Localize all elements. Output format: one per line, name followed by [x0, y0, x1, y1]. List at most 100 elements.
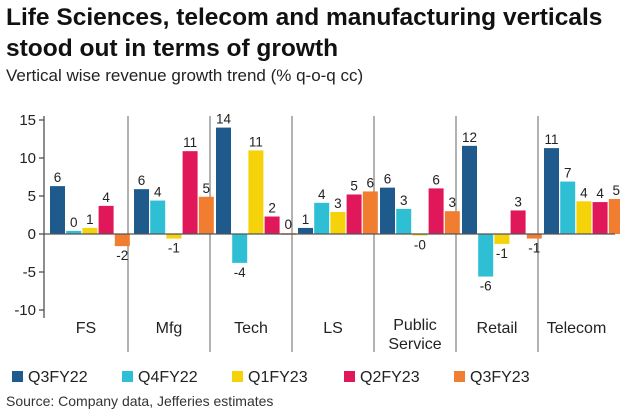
bar-q3fy23-fs — [114, 234, 130, 247]
legend-swatch-q1fy23 — [232, 371, 243, 382]
bar-q1fy23-ls — [330, 211, 346, 234]
bar-q4fy22-public-service — [396, 208, 412, 234]
data-label: -4 — [234, 265, 246, 280]
bar-q1fy23-telecom — [576, 201, 592, 234]
data-label: 6 — [384, 172, 392, 187]
data-label: -1 — [496, 246, 508, 261]
data-label: 0 — [70, 215, 78, 230]
bar-q4fy22-ls — [314, 202, 330, 234]
y-tick-label: -10 — [14, 302, 36, 319]
data-label: 4 — [318, 187, 326, 202]
bar-q1fy23-fs — [82, 227, 98, 234]
bar-q2fy23-retail — [510, 210, 526, 234]
data-label: 11 — [249, 134, 263, 149]
bar-q4fy22-mfg — [150, 200, 166, 234]
data-label: 1 — [302, 212, 310, 227]
data-label: 7 — [564, 166, 572, 181]
data-label: 6 — [432, 172, 440, 187]
legend-label: Q2FY23 — [360, 369, 420, 386]
data-label: 0 — [285, 217, 293, 232]
data-label: 12 — [462, 130, 477, 145]
y-tick-label: -5 — [23, 264, 36, 281]
bar-q3fy23-mfg — [198, 196, 214, 234]
chart-title: Life Sciences, telecom and manufacturing… — [6, 4, 603, 62]
bar-q2fy23-mfg — [182, 151, 198, 234]
bar-q3fy23-public-service — [444, 211, 460, 234]
data-label: 4 — [596, 186, 604, 201]
bar-q1fy23-public-service — [412, 234, 428, 236]
legend-swatch-q2fy23 — [344, 371, 355, 382]
category-label: Mfg — [156, 320, 183, 337]
bar-q1fy23-mfg — [166, 234, 182, 239]
source-note: Source: Company data, Jefferies estimate… — [6, 393, 274, 409]
data-label: -0 — [414, 238, 426, 253]
bar-q4fy22-telecom — [560, 181, 576, 234]
category-label: Retail — [477, 320, 518, 337]
legend: Q3FY22 Q4FY22 Q1FY23 Q2FY23 Q3FY23 — [12, 369, 530, 386]
legend-swatch-q4fy22 — [122, 371, 133, 382]
category-label: FS — [76, 320, 96, 337]
bar-q3fy23-retail — [526, 234, 542, 239]
y-tick-label: 0 — [28, 226, 36, 243]
bar-series-group — [50, 127, 620, 277]
data-label: 4 — [580, 185, 588, 200]
bar-q1fy23-retail — [494, 234, 510, 244]
bar-q4fy22-fs — [66, 230, 82, 234]
legend-label: Q3FY22 — [28, 369, 88, 386]
category-label: LS — [323, 320, 343, 337]
bar-q4fy22-tech — [232, 234, 248, 263]
category-labels: FS Mfg Tech LS Public Service Retail Telecom — [76, 317, 607, 353]
bar-q3fy23-ls — [362, 191, 378, 234]
bar-q4fy22-retail — [478, 234, 494, 277]
chart-subtitle: Vertical wise revenue growth trend (% q-… — [6, 66, 364, 85]
category-label: Public — [393, 317, 437, 334]
bar-q3fy22-tech — [216, 127, 231, 234]
data-label: 5 — [350, 178, 358, 193]
legend-label: Q4FY22 — [138, 369, 198, 386]
bar-q3fy22-ls — [298, 227, 313, 234]
data-label: 14 — [216, 112, 232, 127]
category-label: Telecom — [547, 320, 607, 337]
data-label: 3 — [400, 193, 408, 208]
data-label: -1 — [528, 241, 540, 256]
data-label: 5 — [203, 181, 211, 196]
data-label: 4 — [102, 190, 110, 205]
data-label: 6 — [367, 175, 375, 190]
data-label: 2 — [268, 201, 276, 216]
category-label: Tech — [234, 320, 268, 337]
bar-q3fy22-telecom — [544, 148, 559, 234]
y-tick-label: 10 — [19, 150, 36, 167]
data-label: -1 — [168, 241, 180, 256]
bar-q1fy23-tech — [248, 150, 264, 234]
legend-swatch-q3fy23 — [454, 371, 465, 382]
bar-q3fy22-retail — [462, 145, 477, 234]
bar-q3fy22-mfg — [134, 189, 149, 234]
bar-q2fy23-fs — [98, 205, 114, 234]
legend-swatch-q3fy22 — [12, 371, 23, 382]
bar-q3fy23-telecom — [608, 199, 620, 234]
category-label: Service — [388, 336, 441, 353]
bar-q2fy23-tech — [264, 216, 280, 234]
bar-q3fy22-public-service — [380, 187, 395, 234]
data-label: -2 — [116, 248, 128, 263]
data-label: 5 — [613, 183, 620, 198]
legend-label: Q3FY23 — [470, 369, 530, 386]
data-label: 4 — [154, 185, 162, 200]
data-label: 11 — [544, 132, 558, 147]
data-label: 11 — [183, 135, 197, 150]
y-tick-label: 15 — [19, 112, 36, 129]
legend-label: Q1FY23 — [248, 369, 308, 386]
data-label: 3 — [514, 194, 522, 209]
bar-q2fy23-ls — [346, 194, 362, 234]
data-label: 3 — [449, 195, 457, 210]
bar-q2fy23-public-service — [428, 188, 444, 234]
data-label: 6 — [138, 173, 146, 188]
data-label: 1 — [86, 212, 94, 227]
y-tick-label: 5 — [28, 188, 36, 205]
bar-q3fy22-fs — [50, 186, 65, 234]
bar-q2fy23-telecom — [592, 202, 608, 234]
data-label: 3 — [334, 196, 342, 211]
